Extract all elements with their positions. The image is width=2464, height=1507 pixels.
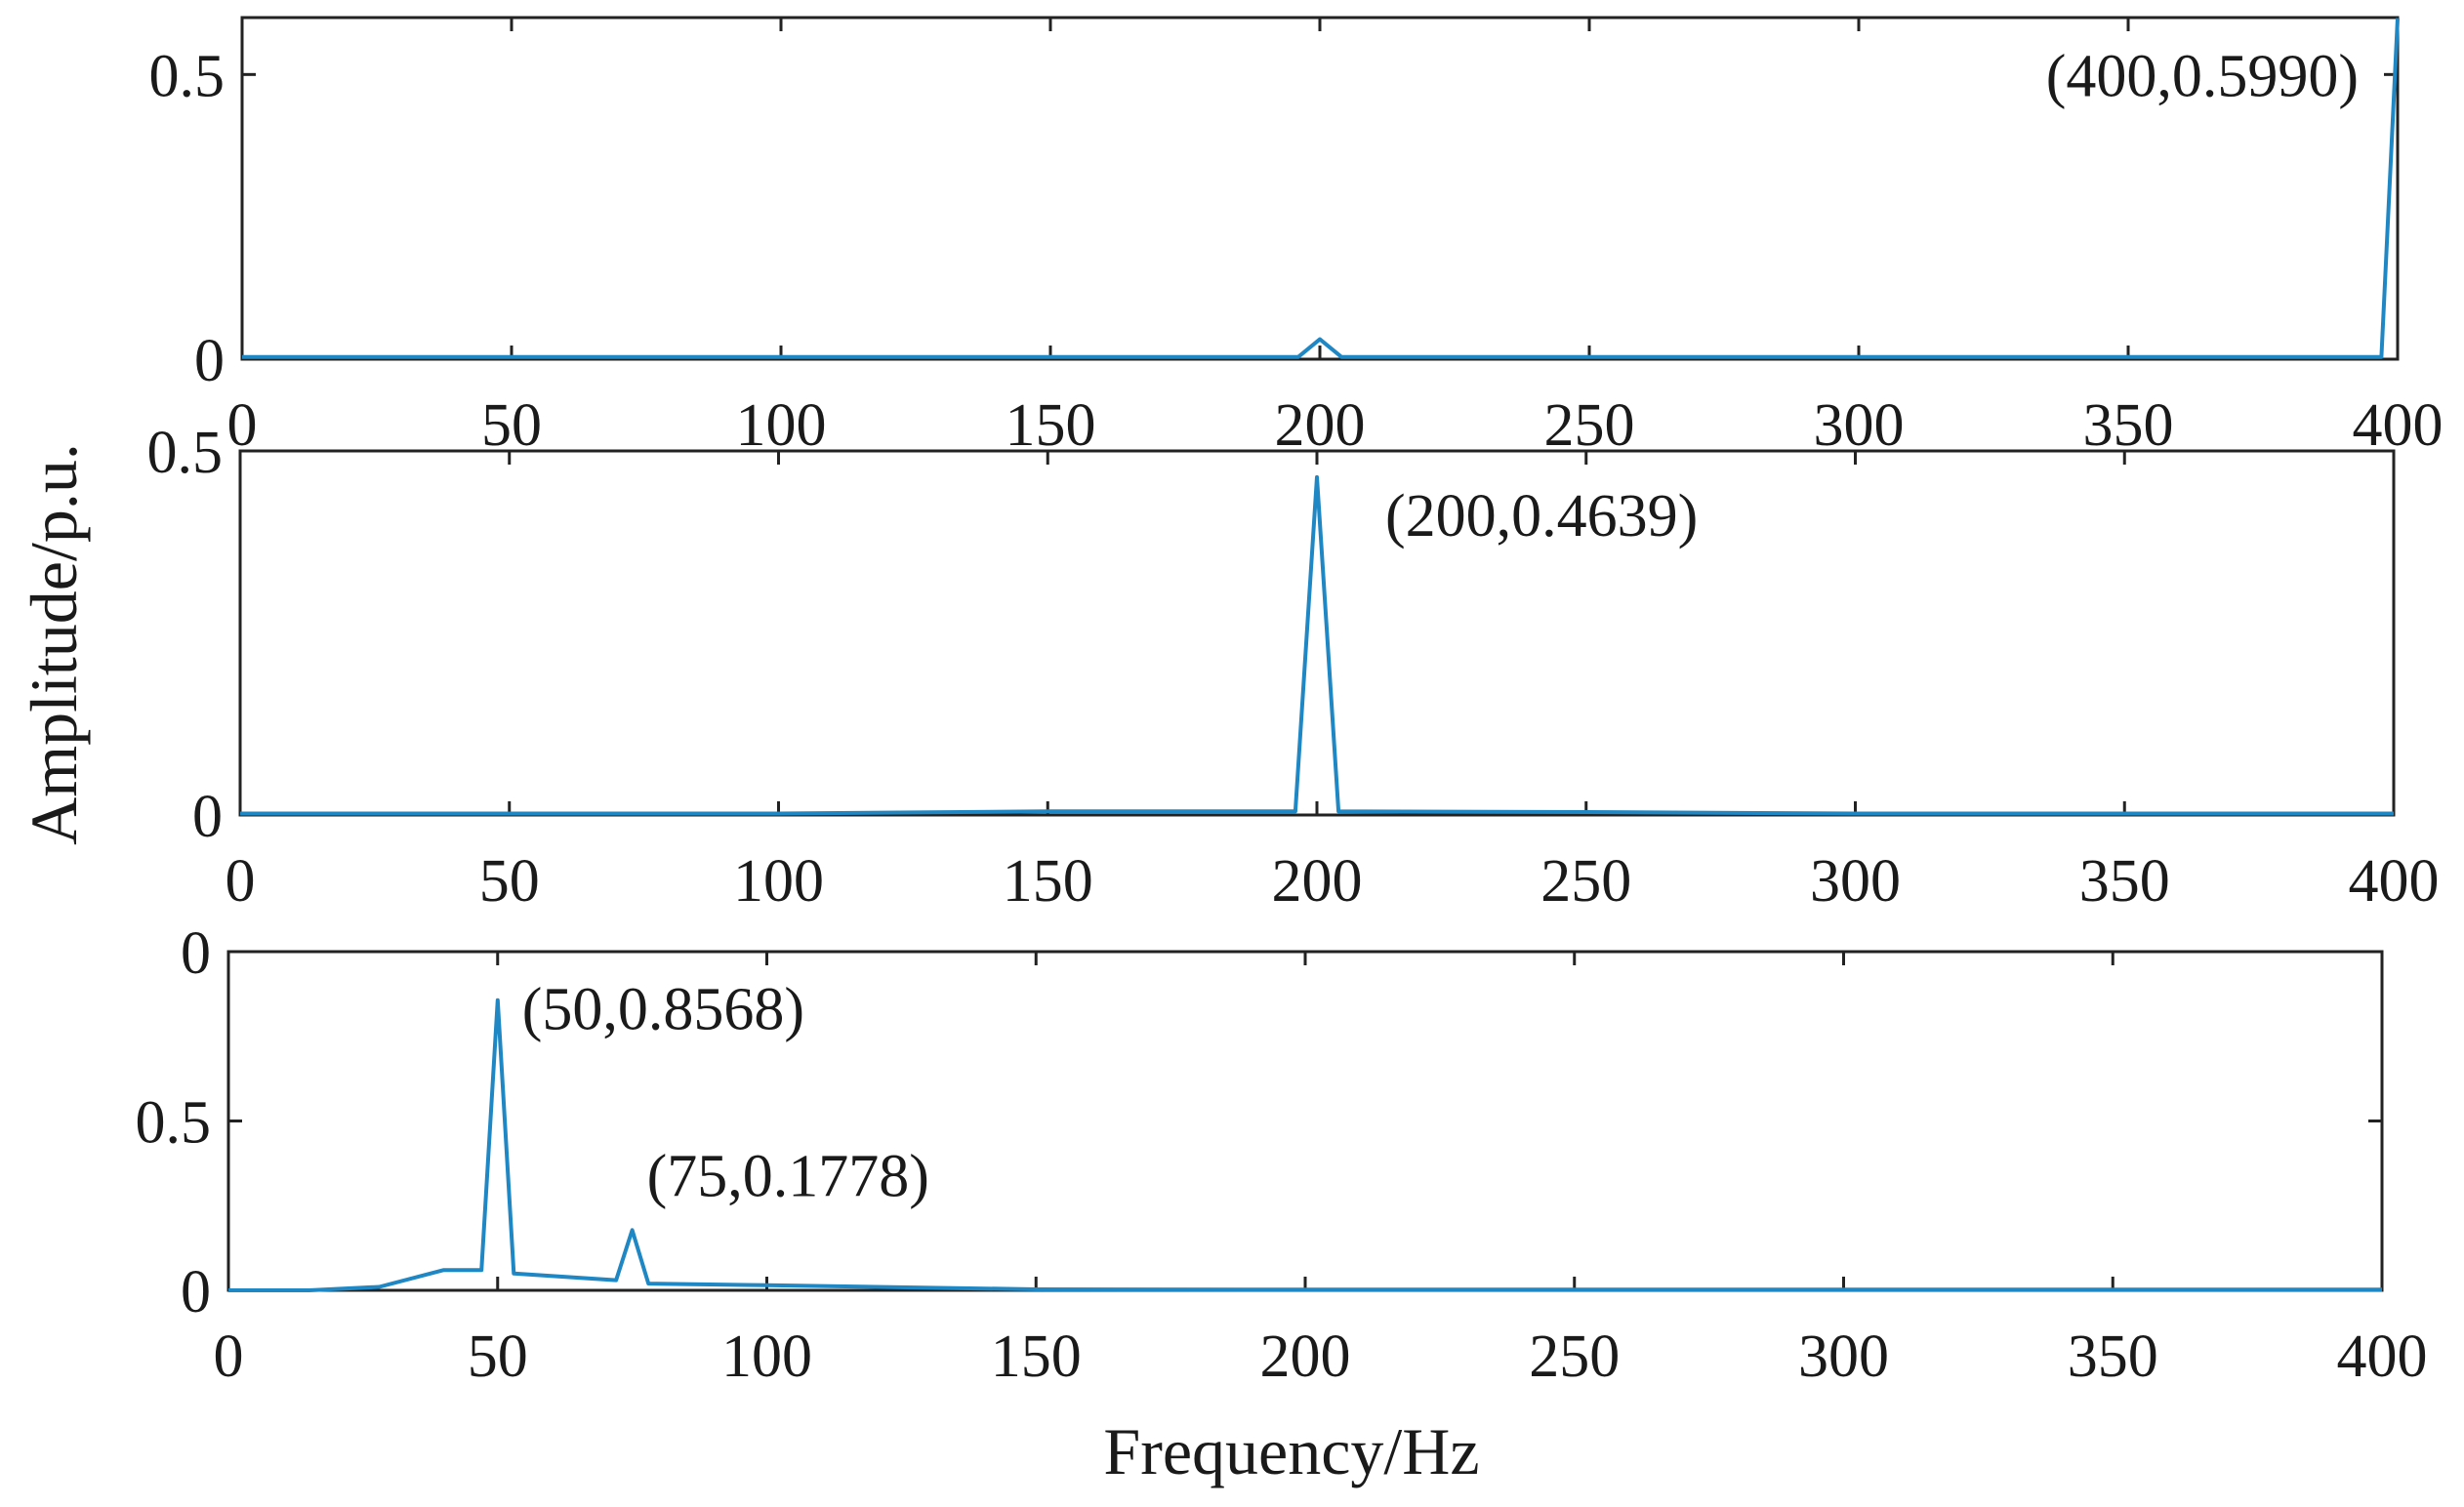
x-tick-label: 300 xyxy=(1814,392,1905,459)
x-tick-label: 50 xyxy=(481,392,542,459)
x-tick-label: 300 xyxy=(1798,1324,1889,1390)
subplot-middle: 0 50 100 150 200 250 300 350 400 0 0.5 (200,0.4639) xyxy=(147,420,2440,915)
x-tick-label: 150 xyxy=(1003,848,1093,915)
spectrum-series-line xyxy=(228,998,2382,1292)
x-tick-label: 350 xyxy=(2083,392,2174,459)
x-tick-label: 0 xyxy=(227,392,258,459)
y-tick-label: 0 xyxy=(194,328,225,394)
x-tick-label: 50 xyxy=(479,848,540,915)
x-tick-label: 350 xyxy=(2079,848,2170,915)
y-axis-label: Amplitude/p.u. xyxy=(17,443,91,845)
spectrum-series-line xyxy=(240,474,2394,816)
spectrum-series-line xyxy=(242,18,2400,359)
x-tick-label: 400 xyxy=(2353,392,2443,459)
peak-annotation: (50,0.8568) xyxy=(522,977,804,1043)
x-tick-label: 400 xyxy=(2349,848,2440,915)
x-tick-label: 100 xyxy=(733,848,824,915)
x-tick-label: 400 xyxy=(2337,1324,2428,1390)
x-tick-label: 250 xyxy=(1544,392,1635,459)
x-tick-label: 150 xyxy=(991,1324,1082,1390)
x-tick-label: 250 xyxy=(1529,1324,1620,1390)
x-tick-label: 200 xyxy=(1275,392,1366,459)
y-tick-label: 0.5 xyxy=(136,1090,212,1157)
peak-annotation: (400,0.5990) xyxy=(2046,44,2359,110)
peak-annotation: (75,0.1778) xyxy=(647,1143,929,1209)
x-tick-label: 200 xyxy=(1272,848,1363,915)
subplot-bottom: 0 50 100 150 200 250 300 350 400 0 0.5 0 (50,0.8568)… xyxy=(136,920,2428,1390)
x-tick-label: 100 xyxy=(721,1324,812,1390)
y-tick-label: 0.5 xyxy=(149,43,226,109)
x-tick-label: 100 xyxy=(736,392,827,459)
x-tick-label: 0 xyxy=(226,848,256,915)
y-tick-label: 0 xyxy=(192,784,223,850)
x-tick-label: 0 xyxy=(214,1324,244,1390)
y-tick-label: 0 xyxy=(181,920,211,987)
y-tick-label: 0.5 xyxy=(147,420,224,486)
peak-annotation: (200,0.4639) xyxy=(1385,483,1698,550)
x-axis-label: Frequency/Hz xyxy=(1103,1414,1479,1488)
subplot-top: 0 50 100 150 200 250 300 350 400 0 0.5 (400,0.5990) xyxy=(149,16,2443,459)
y-tick-label: 0 xyxy=(181,1259,211,1325)
x-tick-label: 350 xyxy=(2068,1324,2158,1390)
x-tick-label: 200 xyxy=(1260,1324,1351,1390)
x-tick-label: 300 xyxy=(1810,848,1901,915)
x-tick-label: 150 xyxy=(1006,392,1096,459)
x-tick-label: 50 xyxy=(468,1324,528,1390)
x-tick-label: 250 xyxy=(1540,848,1631,915)
